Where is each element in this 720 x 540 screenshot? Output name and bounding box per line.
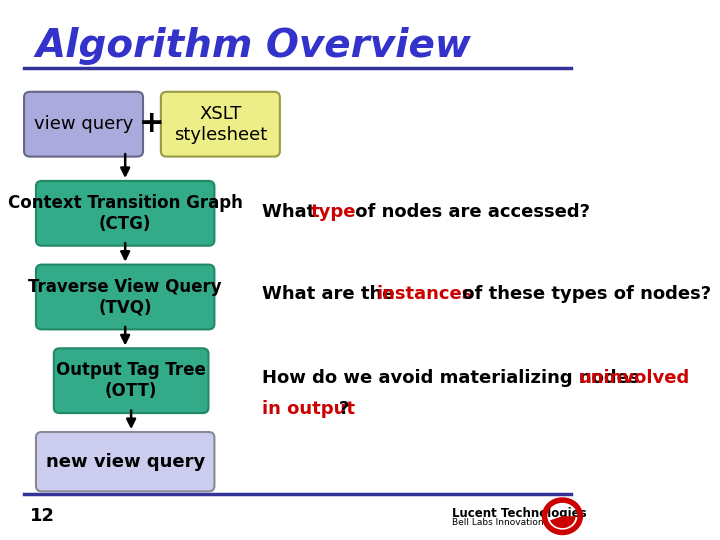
Text: of nodes are accessed?: of nodes are accessed?	[348, 202, 590, 221]
Text: instances: instances	[377, 285, 473, 303]
Text: ?: ?	[339, 400, 349, 418]
FancyBboxPatch shape	[36, 181, 215, 246]
Text: How do we avoid materializing nodes: How do we avoid materializing nodes	[262, 369, 646, 387]
Text: in output: in output	[262, 400, 355, 418]
Text: Output Tag Tree
(OTT): Output Tag Tree (OTT)	[56, 361, 206, 400]
Text: What are the: What are the	[262, 285, 401, 303]
FancyBboxPatch shape	[36, 265, 215, 329]
Text: new view query: new view query	[45, 453, 204, 471]
Text: 12: 12	[30, 507, 55, 525]
Text: type: type	[311, 202, 356, 221]
FancyBboxPatch shape	[161, 92, 280, 157]
Text: Traverse View Query
(TVQ): Traverse View Query (TVQ)	[28, 278, 222, 316]
Text: view query: view query	[34, 115, 133, 133]
Text: Algorithm Overview: Algorithm Overview	[36, 27, 472, 65]
Wedge shape	[550, 516, 575, 528]
Text: of these types of nodes?: of these types of nodes?	[456, 285, 711, 303]
FancyBboxPatch shape	[54, 348, 209, 413]
FancyBboxPatch shape	[24, 92, 143, 157]
Text: What: What	[262, 202, 322, 221]
FancyBboxPatch shape	[36, 432, 215, 491]
Text: XSLT
stylesheet: XSLT stylesheet	[174, 105, 267, 144]
Text: Lucent Technologies: Lucent Technologies	[452, 507, 587, 519]
Text: uninvolved: uninvolved	[579, 369, 690, 387]
Text: Bell Labs Innovations: Bell Labs Innovations	[452, 518, 549, 526]
Text: +: +	[139, 109, 165, 138]
Text: Context Transition Graph
(CTG): Context Transition Graph (CTG)	[8, 194, 243, 233]
